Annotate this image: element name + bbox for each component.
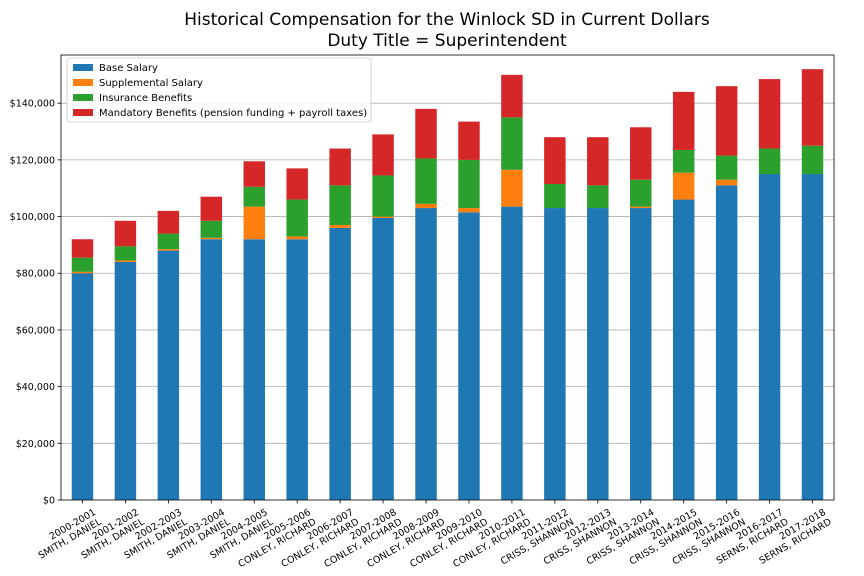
plot-frame [60,54,835,501]
bar-segment-3 [587,185,609,209]
bar-segment-1 [501,206,523,500]
bar-segment-3 [157,233,180,250]
bar-segment-3 [329,185,351,226]
legend-label-1: Base Salary [99,63,158,74]
bar-segment-4 [672,91,695,150]
bar-segment-4 [415,108,437,159]
legend: Base Salary Supplemental Salary Insurance … [66,57,372,123]
bar-segment-3 [501,117,523,170]
legend-swatch-2 [73,79,93,86]
y-tick-label: $120,000 [10,155,55,166]
bar-segment-1 [758,174,781,500]
y-tick-label: $0 [43,496,55,507]
bar-segment-4 [458,121,480,160]
y-tick-label: $60,000 [16,325,55,336]
bar-segment-2 [501,169,523,207]
bar-segment-3 [200,220,223,238]
bar-segment-3 [114,246,137,261]
legend-swatch-3 [73,94,93,101]
bar-segment-4 [544,137,566,184]
bar-segment-1 [415,208,437,501]
bar-segment-1 [458,212,480,501]
bar-segment-4 [243,161,265,187]
chart-title: Historical Compensation for the Winlock … [184,10,710,30]
bar-segment-4 [114,220,137,247]
bar-segment-3 [801,145,824,175]
bar-segment-2 [71,271,94,274]
y-tick-label: $80,000 [16,269,55,280]
bar-segment-1 [587,208,609,501]
bar-segment-4 [157,210,180,234]
bar-segment-3 [71,257,94,272]
y-tick-label: $140,000 [10,99,55,110]
bar-segment-1 [672,199,695,500]
bar-segment-1 [801,174,824,500]
bar-segment-4 [501,74,523,118]
bar-segment-4 [200,196,223,221]
legend-label-3: Insurance Benefits [99,93,192,104]
bar-segment-2 [329,225,351,228]
bar-segment-3 [372,175,394,217]
y-tick-label: $100,000 [10,212,55,223]
bar-segment-3 [243,186,265,207]
bar-segment-2 [114,260,137,262]
legend-swatch-4 [73,109,93,116]
bar-segment-3 [715,155,738,180]
bar-segment-4 [329,148,351,186]
bar-segment-2 [715,179,738,186]
bar-segment-3 [286,199,308,237]
bar-segment-2 [630,206,652,209]
bar-segment-3 [415,158,437,204]
bar-segment-1 [329,227,351,501]
bar-segment-3 [672,149,695,173]
bar-segment-3 [758,148,781,175]
bar-segment-1 [243,239,265,501]
y-tick-label: $20,000 [16,439,55,450]
legend-swatch-1 [73,64,93,71]
bar-segment-4 [286,168,308,200]
bar-segment-2 [372,216,394,218]
bar-segment-1 [71,273,94,500]
bar-segment-2 [200,237,223,240]
bar-segment-2 [157,249,180,251]
bar-segment-4 [372,134,394,176]
bar-segment-2 [672,172,695,200]
y-tick-label: $40,000 [16,382,55,393]
bar-segment-1 [114,261,137,500]
bar-segment-4 [758,79,781,149]
bar-segment-3 [630,179,652,207]
bar-segment-1 [544,208,566,501]
bar-segment-1 [286,239,308,501]
bar-segment-4 [71,239,94,258]
bar-segment-1 [372,217,394,500]
legend-label-4: Mandatory Benefits (pension funding + pa… [99,108,367,119]
bar-segment-1 [715,185,738,500]
legend-label-2: Supplemental Salary [99,78,203,89]
bar-segment-1 [200,239,223,501]
bar-segment-4 [630,127,652,180]
bars [71,69,824,501]
bar-segment-2 [243,206,265,240]
chart-subtitle: Duty Title = Superintendent [327,31,567,51]
legend-box [66,57,372,123]
bar-segment-2 [415,203,437,209]
bar-segment-2 [458,208,480,213]
bar-segment-2 [286,236,308,240]
bar-segment-4 [587,137,609,186]
bar-segment-4 [801,69,824,146]
bar-segment-3 [544,183,566,209]
bar-segment-4 [715,86,738,156]
bar-segment-1 [157,250,180,500]
bar-segment-3 [458,159,480,209]
bar-segment-1 [630,208,652,501]
